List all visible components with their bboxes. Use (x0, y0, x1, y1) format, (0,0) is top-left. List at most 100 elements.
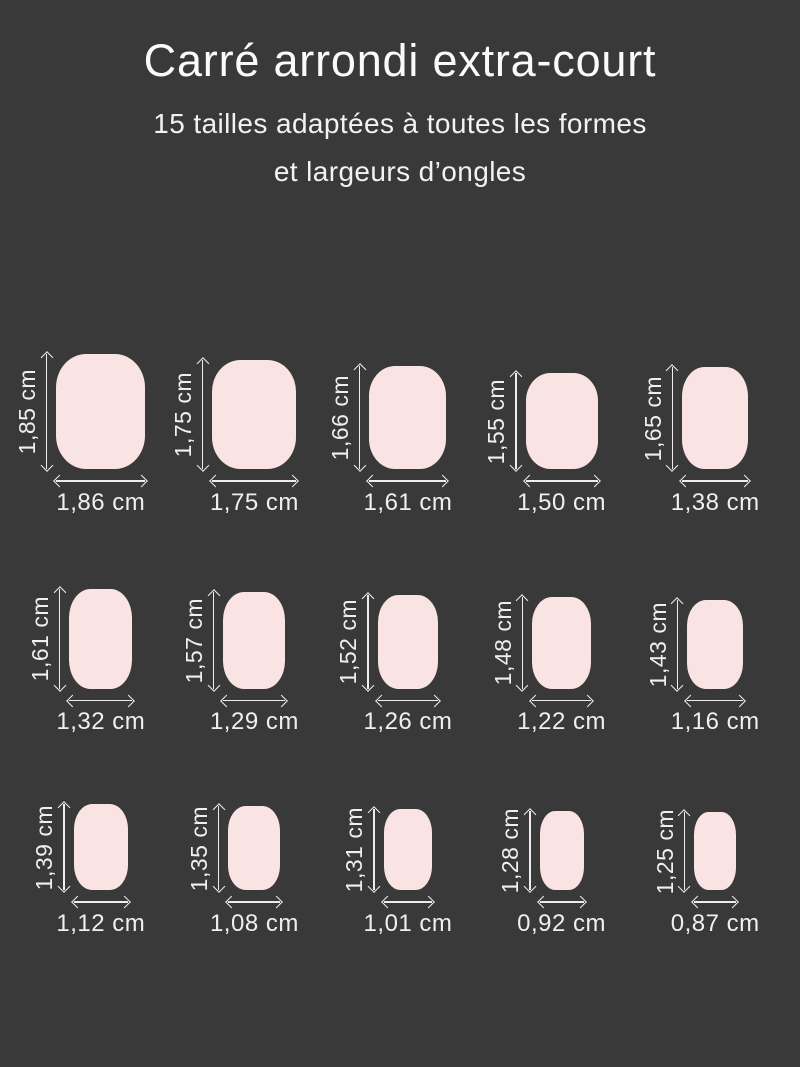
size-cell-1-4: 1,55 cm 1,50 cm (483, 373, 639, 517)
nail-shape (73, 804, 128, 891)
size-cell-1-5: 1,65 cm 1,38 cm (638, 367, 792, 517)
size-row-3: 1,39 cm 1,12 cm 1,35 cm 1,08 cm (0, 804, 800, 938)
width-label: 1,86 cm (56, 488, 146, 516)
vertical-arrow-icon (201, 360, 204, 470)
nail-shape (694, 812, 737, 891)
size-cell-3-3: 1,31 cm 1,01 cm (331, 807, 485, 938)
height-label: 1,31 cm (341, 807, 368, 893)
size-cell-3-2: 1,35 cm 1,08 cm (178, 806, 332, 938)
height-label: 1,85 cm (13, 369, 40, 455)
nail-shape (532, 596, 592, 689)
width-label: 1,22 cm (517, 708, 607, 736)
header: Carré arrondi extra-court 15 tailles ada… (0, 0, 800, 196)
horizontal-arrow-icon (369, 480, 447, 482)
vertical-arrow-icon (358, 366, 361, 470)
width-label: 1,12 cm (56, 909, 146, 937)
horizontal-arrow-icon (687, 699, 744, 702)
nail-shape (223, 591, 286, 689)
height-measure: 1,28 cm (497, 808, 531, 894)
height-label: 1,55 cm (483, 378, 510, 464)
horizontal-arrow-icon (539, 901, 584, 903)
size-cell-1-3: 1,66 cm 1,61 cm (327, 366, 485, 517)
height-label: 1,65 cm (639, 375, 666, 461)
height-label: 1,66 cm (326, 375, 353, 461)
height-measure: 1,85 cm (13, 354, 48, 470)
height-measure: 1,75 cm (169, 360, 204, 470)
height-label: 1,25 cm (651, 808, 678, 894)
nail-shape (56, 354, 146, 470)
horizontal-arrow-icon (228, 901, 281, 903)
vertical-arrow-icon (45, 354, 48, 470)
vertical-arrow-icon (373, 809, 375, 891)
size-cell-2-2: 1,57 cm 1,29 cm (178, 591, 332, 737)
width-label: 1,50 cm (517, 488, 607, 516)
nail-wrap: 1,31 cm (341, 807, 432, 892)
vertical-arrow-icon (521, 596, 524, 689)
nail-wrap: 1,25 cm (652, 809, 737, 894)
horizontal-arrow-icon (73, 901, 128, 903)
height-label: 1,61 cm (26, 596, 53, 682)
nail-wrap: 1,61 cm (27, 588, 133, 689)
size-cell-3-1: 1,39 cm 1,12 cm (24, 804, 178, 938)
vertical-arrow-icon (676, 599, 679, 689)
size-grid: 1,85 cm 1,86 cm 1,75 cm 1,75 cm (0, 354, 800, 938)
nail-shape (69, 588, 133, 689)
page-subtitle: 15 tailles adaptées à toutes les formes … (0, 100, 800, 196)
nail-wrap: 1,28 cm (497, 808, 584, 893)
vertical-arrow-icon (515, 373, 517, 470)
height-measure: 1,52 cm (335, 594, 369, 689)
nail-shape (383, 809, 432, 891)
vertical-arrow-icon (683, 812, 686, 891)
vertical-arrow-icon (671, 367, 674, 470)
nail-shape (212, 360, 297, 470)
height-measure: 1,66 cm (326, 366, 361, 470)
height-label: 1,75 cm (169, 372, 196, 458)
height-label: 1,57 cm (180, 597, 207, 683)
size-cell-1-2: 1,75 cm 1,75 cm (170, 360, 332, 517)
subtitle-line-2: et largeurs d’ongles (273, 156, 527, 188)
size-cell-2-1: 1,61 cm 1,32 cm (24, 588, 178, 737)
nail-shape (539, 811, 584, 891)
size-cell-1-1: 1,85 cm 1,86 cm (14, 354, 178, 517)
nail-wrap: 1,48 cm (490, 596, 592, 689)
size-cell-2-5: 1,43 cm 1,16 cm (638, 599, 792, 737)
width-label: 1,29 cm (209, 708, 299, 736)
width-label: 1,75 cm (209, 488, 299, 516)
height-measure: 1,35 cm (186, 806, 220, 891)
horizontal-arrow-icon (383, 901, 432, 903)
vertical-arrow-icon (217, 806, 220, 891)
horizontal-arrow-icon (532, 699, 592, 702)
height-label: 1,43 cm (644, 601, 671, 687)
height-measure: 1,43 cm (644, 599, 679, 689)
height-measure: 1,57 cm (180, 591, 215, 689)
horizontal-arrow-icon (56, 480, 146, 482)
height-label: 1,48 cm (489, 600, 516, 686)
size-cell-3-5: 1,25 cm 0,87 cm (638, 809, 792, 938)
subtitle-line-1: 15 tailles adaptées à toutes les formes (153, 108, 647, 139)
nail-wrap: 1,52 cm (335, 594, 438, 689)
height-measure: 1,55 cm (483, 373, 517, 470)
size-cell-2-3: 1,52 cm 1,26 cm (331, 594, 485, 737)
vertical-arrow-icon (63, 804, 65, 891)
width-label: 1,16 cm (670, 708, 760, 736)
nail-shape (377, 594, 438, 689)
horizontal-arrow-icon (377, 699, 438, 702)
vertical-arrow-icon (212, 591, 215, 689)
size-row-2: 1,61 cm 1,32 cm 1,57 cm 1,29 cm (0, 588, 800, 737)
width-label: 1,32 cm (56, 708, 146, 736)
size-cell-2-4: 1,48 cm 1,22 cm (485, 596, 639, 737)
height-measure: 1,25 cm (652, 809, 686, 894)
height-label: 1,28 cm (497, 808, 524, 894)
nail-wrap: 1,55 cm (483, 373, 598, 470)
height-measure: 1,65 cm (639, 367, 674, 470)
horizontal-arrow-icon (525, 480, 598, 482)
width-label: 1,61 cm (363, 488, 453, 516)
nail-wrap: 1,35 cm (186, 806, 281, 891)
nail-wrap: 1,39 cm (31, 804, 128, 891)
nail-wrap: 1,85 cm (14, 354, 146, 470)
nail-wrap: 1,75 cm (170, 360, 297, 470)
height-label: 1,39 cm (31, 804, 58, 890)
horizontal-arrow-icon (223, 699, 286, 702)
nail-shape (369, 366, 447, 470)
